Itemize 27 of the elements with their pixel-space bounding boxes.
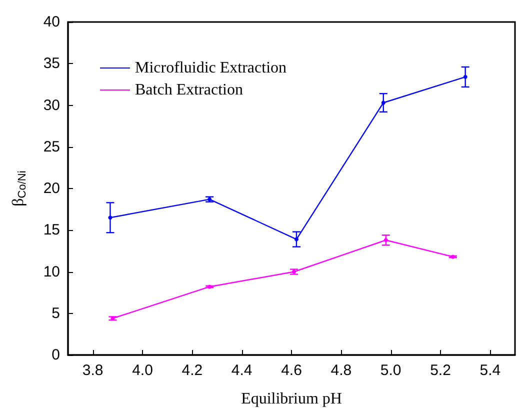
point xyxy=(384,238,388,242)
y-tick-label: 0 xyxy=(52,346,60,364)
y-tick-label: 15 xyxy=(43,222,60,239)
y-axis-title: βCo/Ni xyxy=(10,170,28,206)
y-tick-label: 10 xyxy=(43,263,60,280)
x-tick-label: 4.2 xyxy=(182,362,203,379)
legend-label: Microfluidic Extraction xyxy=(135,60,287,76)
y-tick-label: 30 xyxy=(43,96,60,114)
legend-label: Batch Extraction xyxy=(135,82,243,98)
point xyxy=(108,216,112,220)
x-tick-label: 4.8 xyxy=(330,362,352,379)
x-tick-label: 5.2 xyxy=(430,362,451,379)
y-tick-label: 5 xyxy=(52,304,60,322)
x-tick-label: 5.0 xyxy=(380,362,402,379)
point xyxy=(294,237,298,242)
point xyxy=(381,100,386,105)
x-tick-label: 3.8 xyxy=(82,362,104,379)
y-tick-label: 40 xyxy=(43,14,60,30)
point xyxy=(463,74,468,79)
x-tick-label: 5.4 xyxy=(480,362,501,379)
x-tick-label: 4.0 xyxy=(132,362,153,379)
x-axis-title: Equilibrium pH xyxy=(241,390,342,408)
x-tick-label: 4.6 xyxy=(281,362,302,379)
y-tick-label: 35 xyxy=(43,55,60,72)
x-tick-label: 4.4 xyxy=(231,362,252,379)
y-tick-label: 25 xyxy=(43,138,60,156)
y-tick-label: 20 xyxy=(43,180,60,197)
